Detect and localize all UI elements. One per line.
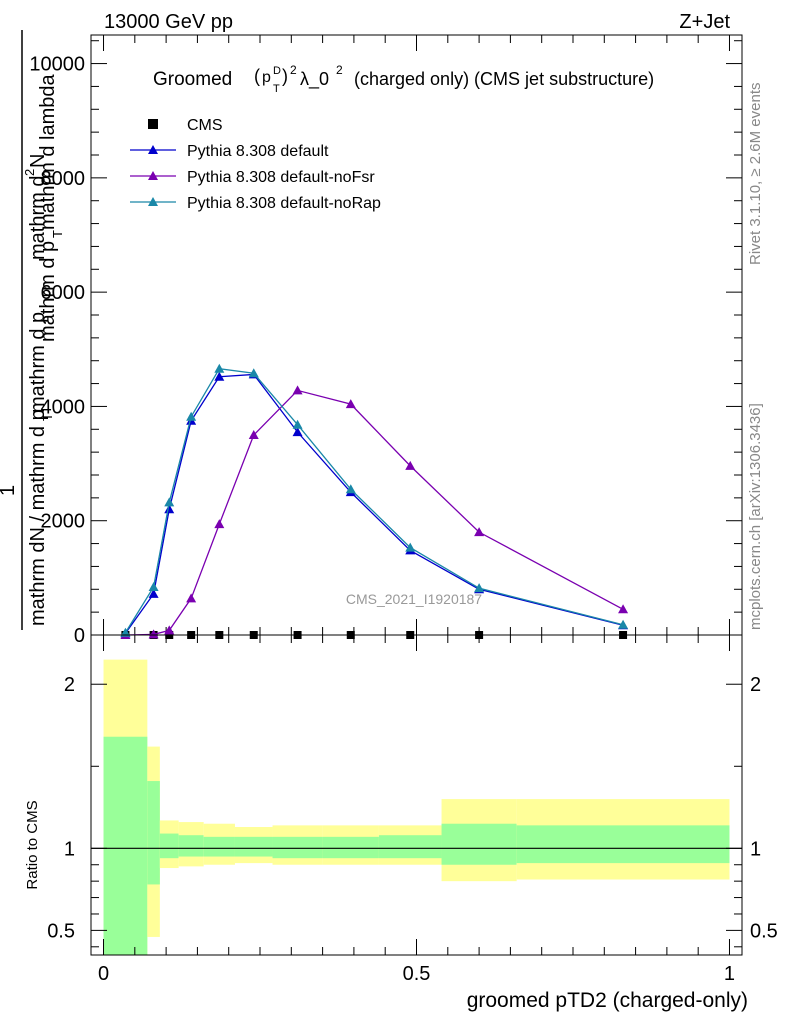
series-point [474, 527, 485, 537]
ylabel-top-line2b: mathrm d lambda [37, 74, 59, 230]
ratio-ytick-label-right: 1 [750, 838, 761, 860]
series-point [248, 430, 259, 439]
series-point [186, 411, 197, 421]
series-point [164, 497, 175, 507]
ylabel-top-line2: mathrm d p [37, 241, 59, 342]
watermark: CMS_2021_I1920187 [346, 591, 482, 607]
ratio-ytick-label-right: 2 [750, 674, 761, 696]
main-ytick-label: 8000 [41, 168, 86, 190]
title-paren-close: ) [282, 66, 288, 86]
ylabel-top-sup: 2 [22, 169, 37, 176]
series-point [148, 629, 159, 639]
ratio-ytick-label: 1 [64, 838, 75, 860]
series-point [292, 385, 303, 395]
legend-marker [148, 171, 158, 180]
series-point [214, 371, 225, 381]
title-paren-open: ( [254, 66, 260, 86]
ratio-band-inner [159, 833, 179, 859]
series-point [148, 582, 159, 591]
ylabel-top-line1: mathrm d [27, 176, 49, 260]
series-point [120, 627, 131, 637]
ratio-band-inner [147, 781, 160, 885]
ratio-band-inner [378, 835, 442, 859]
title-sq: 2 [290, 63, 297, 77]
main-ylabel: mathrm d 2 N mathrm d p T mathrm d lambd… [0, 30, 65, 630]
ylabel-top-line1b: N [27, 154, 49, 168]
main-ytick-label: 4000 [41, 396, 86, 418]
ratio-xtick-label: 0 [98, 963, 109, 985]
ratio-plot-frame [90, 634, 743, 956]
title-lambda: λ_0 [300, 69, 329, 90]
ylabel-den-tail: mathrm d p [27, 312, 49, 413]
ratio-band-inner [322, 836, 379, 859]
main-ytick-label: 0 [74, 625, 85, 647]
series-point [214, 363, 225, 373]
ratio-ytick-label: 2 [64, 674, 75, 696]
ratio-xlabel: groomed pTD2 (charged-only) [467, 989, 748, 1012]
ratio-band-inner [441, 823, 517, 865]
ratio-ytick-label-right: 0.5 [750, 920, 778, 942]
legend-label: CMS [187, 117, 223, 134]
ylabel-numerator: 1 [0, 485, 19, 496]
ylabel-den-sub: T [40, 413, 55, 421]
title-sq2: 2 [336, 63, 343, 77]
header-right: Z+Jet [679, 11, 730, 33]
title-prefix: Groomed [153, 69, 232, 90]
legend-label: Pythia 8.308 default [187, 143, 329, 160]
ratio-xtick-label: 0.5 [403, 963, 431, 985]
ylabel-denominator: mathrm dN / mathrm d p [27, 409, 49, 626]
ratio-band-inner [516, 825, 730, 864]
series-point [405, 542, 416, 552]
series-point [618, 604, 629, 614]
series-point [164, 504, 175, 514]
main-y-ticks: 0 2000 4000 6000 8000 10000 [29, 40, 742, 647]
ratio-band-inner [272, 836, 323, 859]
mcplots-label: mcplots.cern.ch [arXiv:1306.3436] [747, 403, 764, 630]
series-point [345, 484, 356, 494]
ratio-band-inner [178, 835, 204, 857]
ratio-band-inner [103, 736, 148, 955]
ratio-xtick-label: 1 [724, 963, 735, 985]
legend: CMS Pythia 8.308 default Pythia 8.308 defa… [130, 117, 381, 212]
ratio-band-inner [203, 836, 235, 857]
main-ytick-label: 2000 [41, 511, 86, 533]
legend-marker [148, 145, 158, 154]
series-point [345, 399, 356, 409]
series-point [618, 619, 629, 629]
main-x-ticks [103, 35, 730, 635]
legend-label: Pythia 8.308 default-noRap [187, 195, 381, 212]
rivet-label: Rivet 3.1.10, ≥ 2.6M events [747, 83, 764, 266]
header-left: 13000 GeV pp [104, 11, 233, 33]
series-point [186, 593, 197, 603]
ratio-band-inner [234, 836, 273, 857]
series-point [405, 460, 416, 470]
ratio-x-ticks: 0 0.5 1 [98, 635, 735, 985]
legend-marker [148, 197, 158, 206]
main-title: Groomed ( p D T ) 2 λ_0 2 (charged only)… [153, 63, 654, 95]
title-sup-d: D [273, 65, 281, 77]
series-point [292, 419, 303, 429]
series-point [164, 625, 175, 635]
ratio-bands [103, 659, 730, 955]
ratio-ylabel: Ratio to CMS [24, 800, 41, 889]
series-point [214, 519, 225, 529]
ratio-ytick-label: 0.5 [47, 920, 75, 942]
series-point [148, 588, 159, 598]
ylabel-top-sub: T [50, 230, 65, 238]
series-point [248, 368, 259, 378]
legend-marker [148, 119, 158, 129]
title-suffix: (charged only) (CMS jet substructure) [354, 69, 654, 89]
series-noRap [120, 363, 629, 637]
series-layer [120, 363, 629, 639]
main-ytick-label: 6000 [41, 282, 86, 304]
series-noFsr [120, 385, 629, 639]
title-p: p [262, 69, 271, 86]
series-point [292, 427, 303, 437]
main-ytick-label: 10000 [29, 54, 85, 76]
series-point [474, 583, 485, 593]
ratio-y-ticks: 0.5 0.5 1 1 2 2 [47, 674, 778, 948]
legend-label: Pythia 8.308 default-noFsr [187, 169, 375, 186]
title-sub-t: T [273, 83, 280, 95]
